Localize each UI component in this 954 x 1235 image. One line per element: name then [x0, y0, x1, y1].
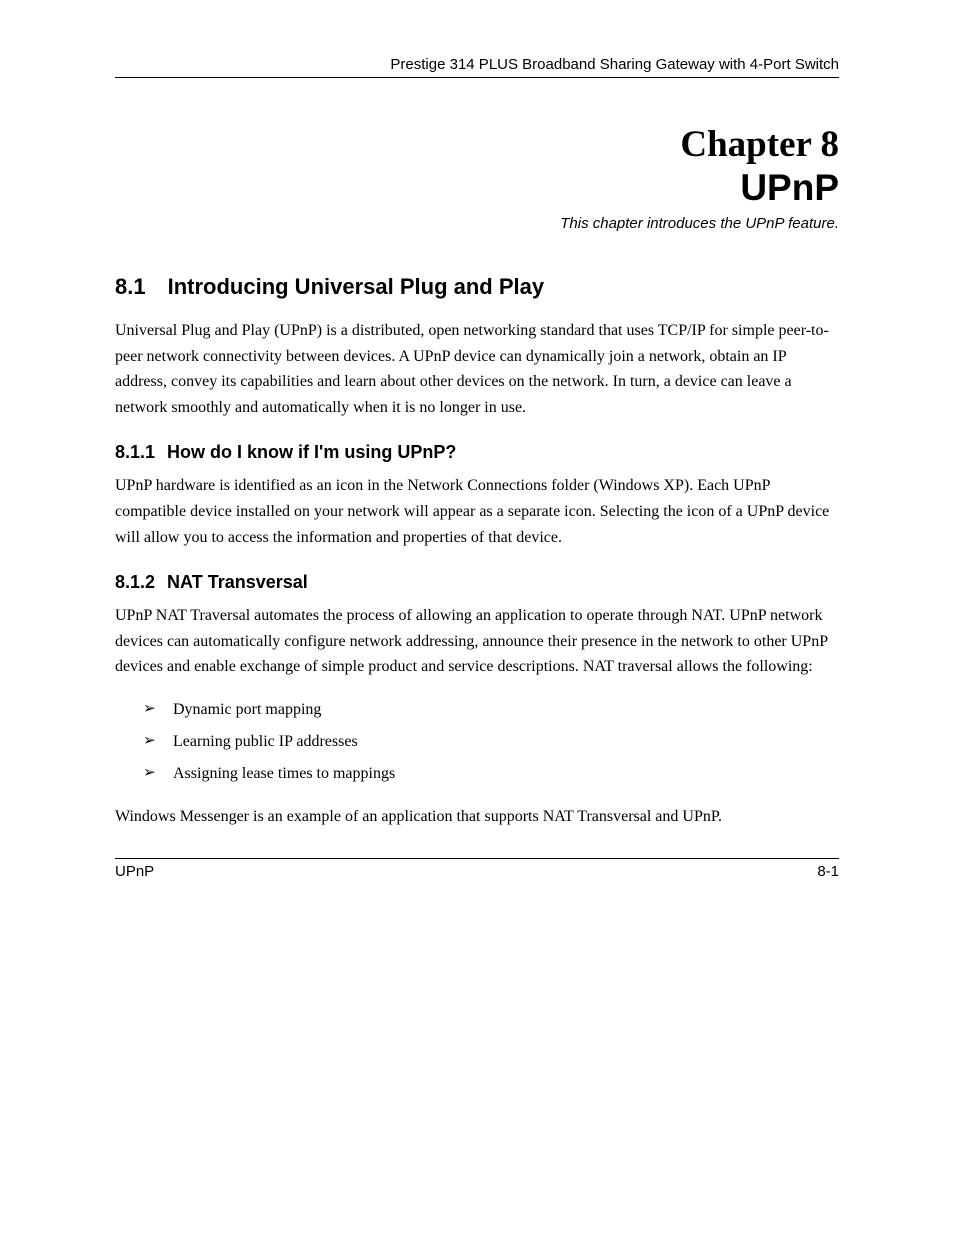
section-title: How do I know if I'm using UPnP? [167, 442, 456, 462]
bullet-list: Dynamic port mapping Learning public IP … [143, 694, 839, 790]
section-heading-8-1-1: 8.1.1 How do I know if I'm using UPnP? [115, 442, 839, 463]
body-paragraph: Universal Plug and Play (UPnP) is a dist… [115, 318, 839, 420]
section-heading-8-1: 8.1 Introducing Universal Plug and Play [115, 274, 839, 300]
body-paragraph: UPnP NAT Traversal automates the process… [115, 603, 839, 680]
chapter-number: Chapter 8 [115, 124, 839, 167]
list-item: Learning public IP addresses [143, 726, 839, 758]
footer-left: UPnP [115, 863, 154, 880]
chapter-heading-block: Chapter 8 UPnP [115, 124, 839, 209]
section-title: Introducing Universal Plug and Play [168, 274, 545, 299]
section-title: NAT Transversal [167, 572, 308, 592]
chapter-intro: This chapter introduces the UPnP feature… [115, 215, 839, 232]
list-item: Assigning lease times to mappings [143, 758, 839, 790]
section-number: 8.1.2 [115, 572, 155, 593]
chapter-title: UPnP [115, 167, 839, 210]
footer-right: 8-1 [817, 863, 839, 880]
section-number: 8.1.1 [115, 442, 155, 463]
body-paragraph: UPnP hardware is identified as an icon i… [115, 473, 839, 550]
section-heading-8-1-2: 8.1.2 NAT Transversal [115, 572, 839, 593]
running-header: Prestige 314 PLUS Broadband Sharing Gate… [115, 56, 839, 78]
list-item: Dynamic port mapping [143, 694, 839, 726]
document-page: Prestige 314 PLUS Broadband Sharing Gate… [0, 0, 954, 1235]
body-paragraph: Windows Messenger is an example of an ap… [115, 804, 839, 830]
section-number: 8.1 [115, 274, 146, 300]
page-footer: UPnP 8-1 [115, 858, 839, 880]
